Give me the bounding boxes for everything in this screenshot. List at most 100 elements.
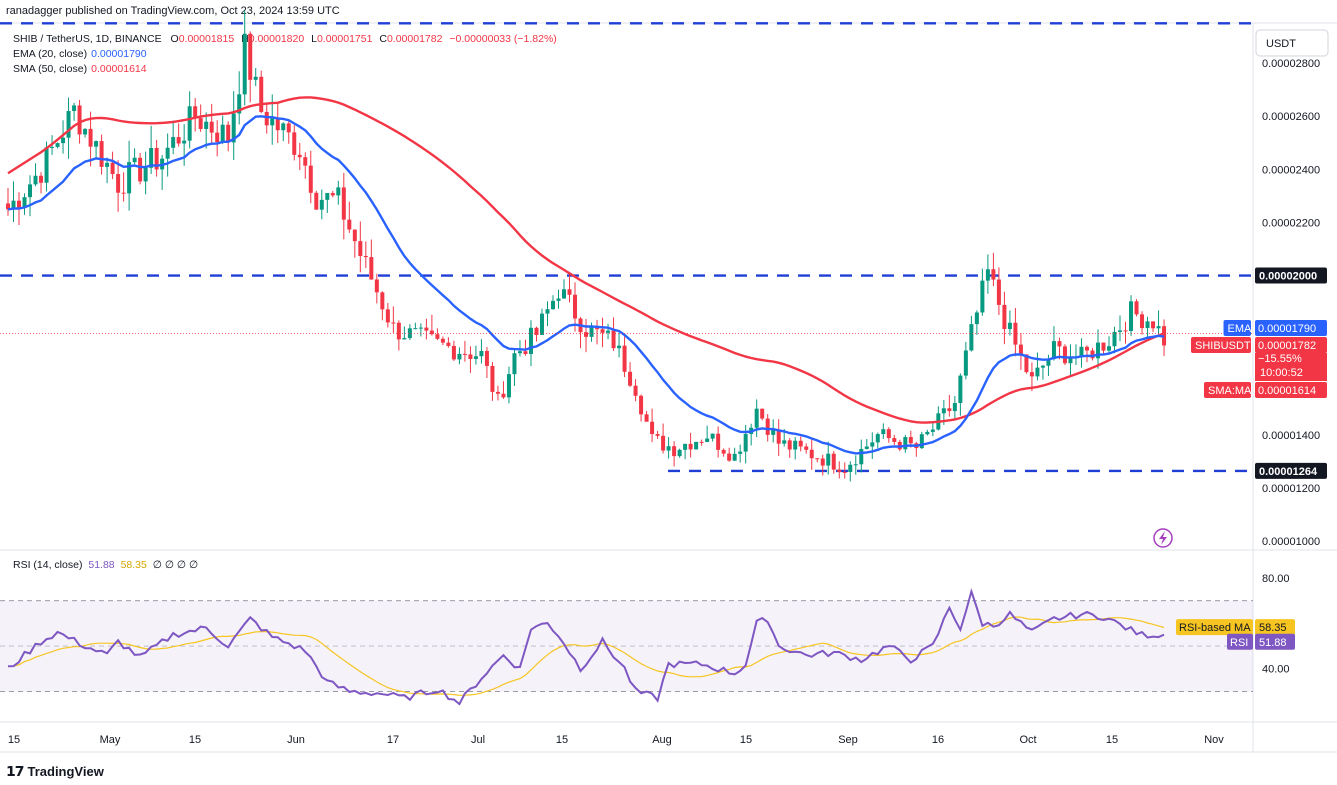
- candle-body: [209, 121, 214, 133]
- candle-body: [611, 330, 616, 349]
- candle-body: [22, 197, 27, 208]
- rsi-band: [0, 600, 1253, 692]
- candle-body: [545, 309, 550, 314]
- price-badge-value: 0.00001782: [1258, 340, 1316, 352]
- candle-body: [226, 124, 231, 143]
- candle-body: [495, 391, 500, 394]
- candle-body: [721, 449, 726, 454]
- price-badge: 0.00001790 EMA: [1223, 320, 1327, 336]
- candle-body: [1112, 331, 1117, 347]
- candle-body: [925, 431, 930, 435]
- candle-body: [55, 143, 60, 147]
- candle-body: [154, 148, 159, 170]
- candle-body: [523, 351, 528, 355]
- candle-body: [534, 327, 539, 335]
- candle-body: [418, 327, 423, 329]
- candle-body: [319, 199, 324, 210]
- flash-icon[interactable]: [1153, 528, 1173, 548]
- candle-body: [644, 414, 649, 422]
- candle-body: [639, 395, 644, 415]
- candle-body: [1046, 359, 1051, 366]
- candle-body: [297, 154, 302, 158]
- candle-body: [1035, 367, 1040, 377]
- currency-button[interactable]: [1255, 29, 1329, 57]
- candle-body: [127, 162, 132, 194]
- level-badge-bg: [1255, 267, 1327, 284]
- rsi-ma-badge-name: RSI-based MA: [1179, 622, 1251, 634]
- candle-body: [72, 105, 77, 112]
- candle-body: [198, 118, 203, 129]
- candle-body: [264, 111, 269, 126]
- tradingview-wordmark: TradingView: [27, 764, 104, 779]
- candle-body: [655, 434, 660, 436]
- rsi-axis[interactable]: 80.00 40.00: [1262, 573, 1290, 676]
- price-badges: 0.00001790 EMA 0.00001782 SHIBUSDT −15.55% 10…: [1176, 320, 1327, 650]
- candle-body: [589, 326, 594, 337]
- candle-body: [573, 294, 578, 319]
- candle-body: [672, 446, 677, 457]
- candles: [6, 10, 1167, 482]
- candle-body: [1079, 346, 1084, 357]
- candle-body: [242, 33, 247, 95]
- candle-body: [1068, 357, 1073, 364]
- price-badge-name: SHIBUSDT: [1195, 340, 1251, 352]
- low-value: 0.00001751: [316, 33, 373, 45]
- candle-body: [314, 192, 319, 210]
- candle-body: [809, 449, 814, 459]
- candle-body: [804, 446, 809, 450]
- rsi-ma-badge-name-bg: [1176, 619, 1253, 636]
- price-badge-bg: [1255, 382, 1327, 398]
- candle-body: [484, 350, 489, 366]
- price-axis[interactable]: 0.00001000 0.00001200 0.00001400 0.00002200…: [1262, 58, 1320, 548]
- candle-body: [1013, 322, 1018, 345]
- low-label: L: [311, 33, 317, 45]
- candle-body: [738, 451, 743, 454]
- candle-body: [369, 257, 374, 280]
- price-tick-label: 0.00001200: [1262, 483, 1320, 495]
- rsi-ma-line: [7, 616, 1165, 696]
- candle-body: [870, 442, 875, 447]
- sma-legend-label: SMA (50, close): [13, 63, 88, 75]
- candle-body: [528, 327, 533, 355]
- candle-body: [347, 219, 352, 230]
- price-tick-label: 0.00002400: [1262, 164, 1320, 176]
- candle-body: [892, 438, 897, 442]
- candle-body: [462, 353, 467, 355]
- candle-body: [1101, 342, 1106, 351]
- level-badge: 0.00002000: [1255, 267, 1327, 284]
- horizontal-levels: 0.00002000 0.00001264: [0, 22, 1327, 479]
- candle-body: [826, 453, 831, 466]
- symbol-name[interactable]: SHIB / TetherUS, 1D, BINANCE: [13, 33, 162, 45]
- candle-body: [677, 449, 682, 457]
- candle-body: [17, 200, 22, 208]
- tv-mark-icon: 𝟭𝟳: [6, 763, 25, 779]
- time-axis[interactable]: 15 May 15 Jun 17 Jul 15 Aug 15 Sep 16 Oct 15 Nov: [8, 734, 1224, 746]
- candle-body: [165, 147, 170, 159]
- rsi-legend[interactable]: RSI (14, close) 51.88 58.35 ∅ ∅ ∅ ∅: [13, 559, 198, 571]
- candle-body: [969, 324, 974, 351]
- ema-legend[interactable]: EMA (20, close) 0.00001790: [13, 48, 147, 60]
- rsi-badges: 58.35 RSI-based MA 51.88 RSI: [1176, 619, 1295, 650]
- candle-body: [848, 464, 853, 472]
- candle-body: [116, 174, 121, 193]
- price-badge-bg: [1255, 337, 1327, 353]
- candle-body: [220, 124, 225, 143]
- candle-body: [83, 128, 88, 135]
- tradingview-logo[interactable]: 𝟭𝟳 TradingView: [6, 763, 104, 780]
- candle-body: [330, 193, 335, 196]
- open-value: 0.00001815: [178, 33, 235, 45]
- candle-body: [798, 440, 803, 447]
- time-tick-label: 15: [1106, 734, 1118, 746]
- rsi-line: [7, 587, 1165, 706]
- candle-body: [980, 280, 985, 313]
- price-tick-label: 0.00001000: [1262, 536, 1320, 548]
- candle-body: [270, 118, 275, 126]
- candle-body: [446, 342, 451, 346]
- sma-legend[interactable]: SMA (50, close) 0.00001614: [13, 63, 147, 75]
- badge-countdown: 10:00:52: [1260, 367, 1303, 379]
- candle-body: [765, 418, 770, 435]
- time-tick-label: Jun: [287, 734, 305, 746]
- candle-body: [407, 328, 412, 339]
- candle-body: [550, 300, 555, 310]
